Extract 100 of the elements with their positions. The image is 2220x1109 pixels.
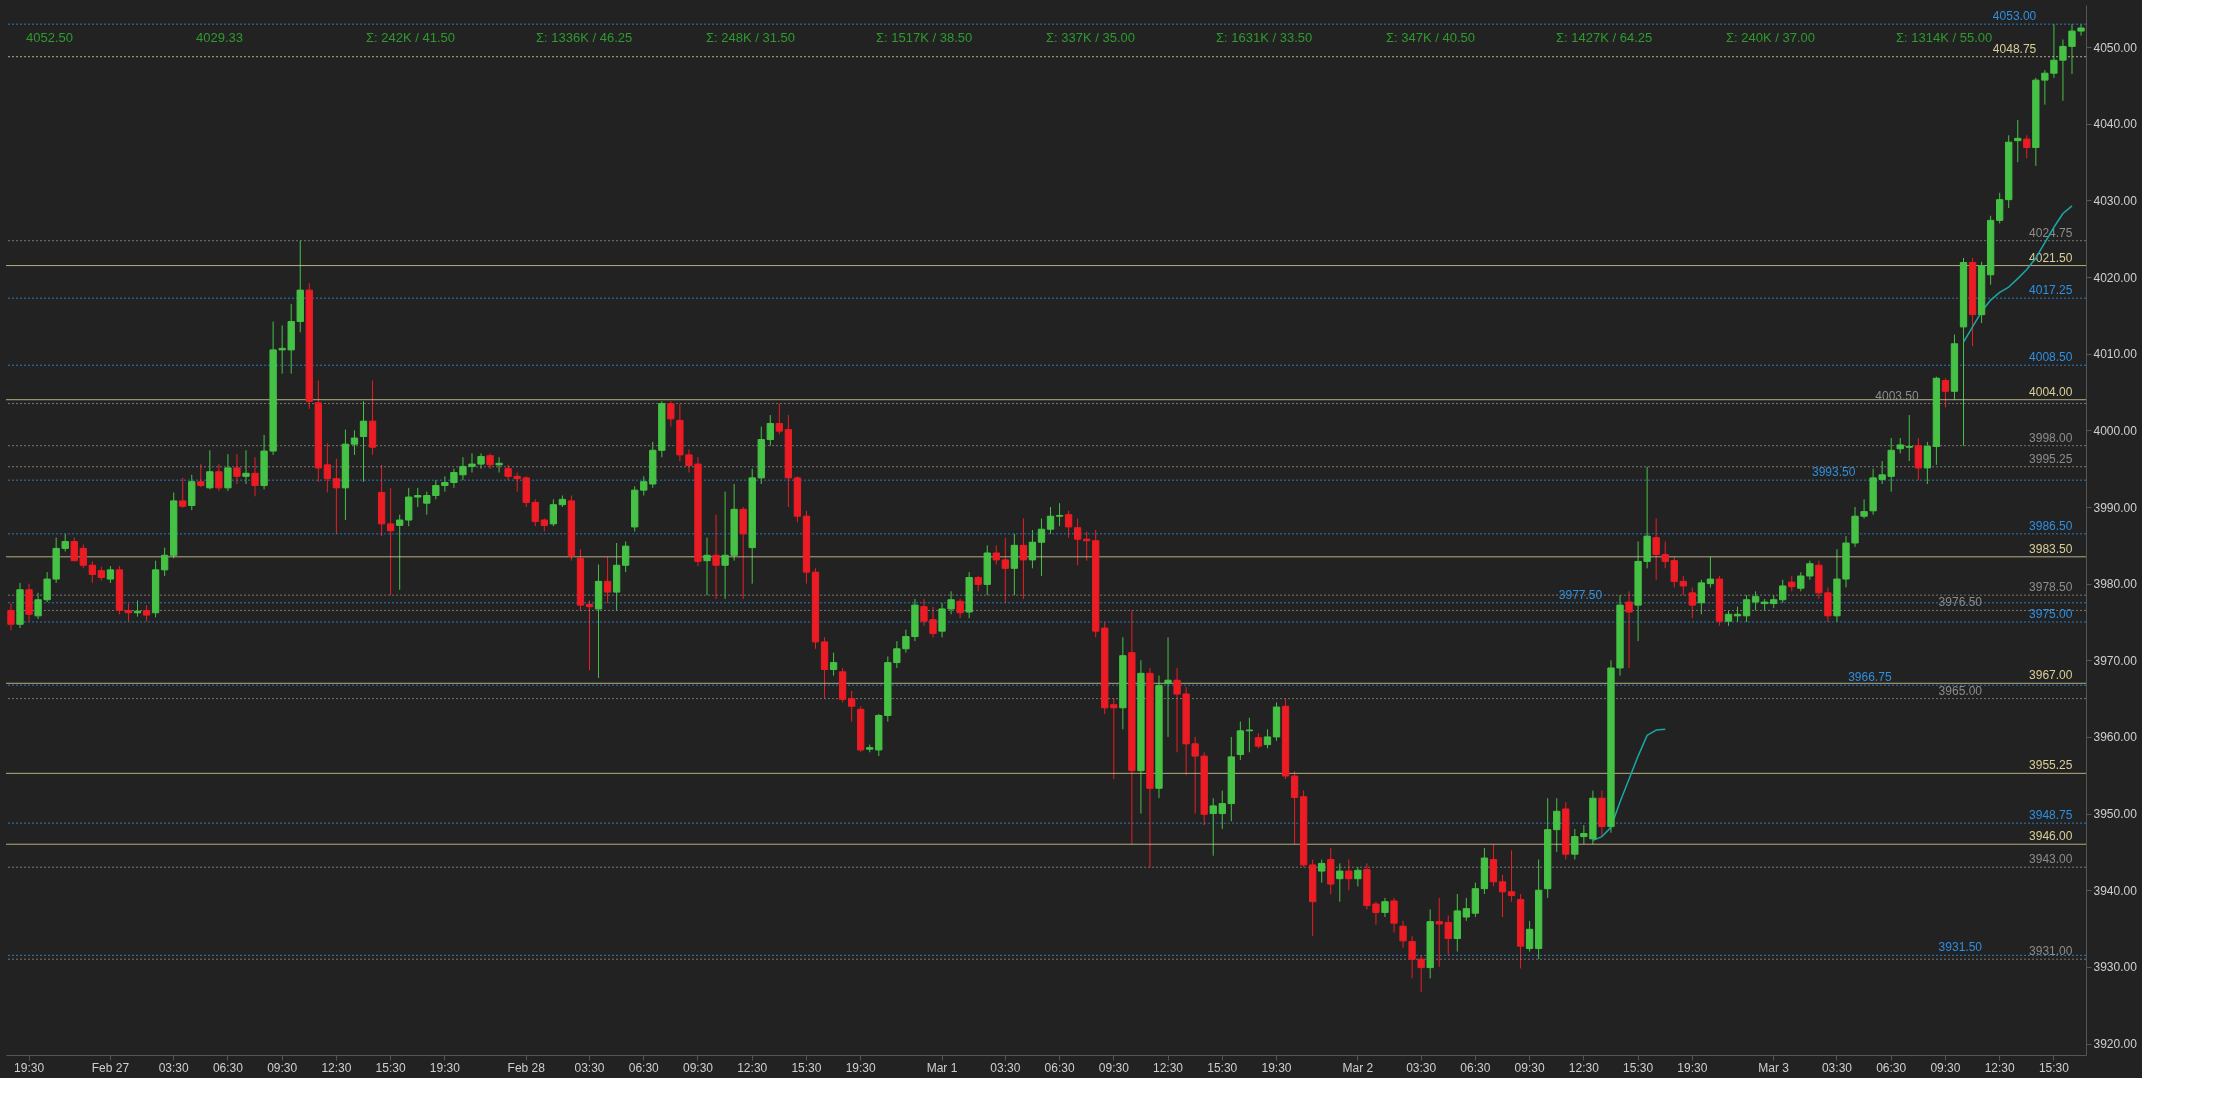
x-tick-label: 15:30 xyxy=(791,1060,822,1075)
ref-line-label: 3931.50 xyxy=(1938,940,1983,955)
candlestick xyxy=(1290,770,1299,845)
x-tick-label: Feb 28 xyxy=(507,1060,546,1075)
candlestick xyxy=(233,453,241,485)
y-tick-label: 3930.00 xyxy=(2093,960,2138,975)
y-tick-label: 4040.00 xyxy=(2093,117,2138,132)
candlestick xyxy=(847,690,856,723)
ref-line-label: 4004.00 xyxy=(2029,384,2073,399)
candlestick xyxy=(1073,518,1082,566)
y-tick-label: 3970.00 xyxy=(2093,653,2138,668)
x-tick-label: 06:30 xyxy=(212,1060,244,1075)
x-tick-label: 09:30 xyxy=(1514,1060,1545,1075)
annotation: Σ: 347K / 40.50 xyxy=(1386,30,1475,45)
annotation: Σ: 1336K / 46.25 xyxy=(536,30,633,45)
ref-line-label: 3976.50 xyxy=(1938,595,1983,610)
y-tick-label: 4020.00 xyxy=(2093,270,2138,285)
x-tick-label: Feb 27 xyxy=(91,1060,130,1075)
y-tick-label: 3940.00 xyxy=(2093,883,2138,898)
x-tick-label: 03:30 xyxy=(574,1060,605,1075)
candlestick xyxy=(242,449,250,485)
ref-line-label: 3965.00 xyxy=(1938,683,1983,698)
ref-line-label: 3995.25 xyxy=(2029,451,2073,466)
candlestick xyxy=(1996,192,2004,224)
candlestick xyxy=(549,498,558,527)
y-tick-label: 3920.00 xyxy=(2093,1037,2138,1051)
ref-line-label: 4053.00 xyxy=(1992,9,2037,24)
candlestick xyxy=(1923,441,1932,485)
candlestick xyxy=(1697,579,1706,615)
annotation: Σ: 248K / 31.50 xyxy=(706,30,795,45)
ref-line-label: 3998.00 xyxy=(2029,430,2073,445)
candlestick xyxy=(1318,859,1326,884)
ref-line-label: 4008.50 xyxy=(2029,350,2073,365)
x-tick-label: 12:30 xyxy=(737,1060,768,1075)
candlestick xyxy=(7,603,15,631)
candlestick xyxy=(160,547,169,577)
candlestick xyxy=(1706,556,1715,588)
ref-line-label: 3983.50 xyxy=(2029,541,2073,556)
candlestick xyxy=(1028,529,1037,569)
x-tick-label: 09:30 xyxy=(1930,1060,1961,1075)
candlestick xyxy=(1245,717,1254,753)
ref-line-label: 3946.00 xyxy=(2029,829,2073,844)
candlestick xyxy=(992,544,1000,565)
candlestick xyxy=(323,442,332,493)
x-tick-label: 15:30 xyxy=(1207,1060,1238,1075)
candlestick xyxy=(88,560,96,584)
candlestick xyxy=(206,449,214,490)
candlestick xyxy=(1914,437,1922,481)
x-tick-label: 19:30 xyxy=(429,1060,461,1075)
x-tick-label: 09:30 xyxy=(682,1060,714,1075)
candlestick xyxy=(1263,728,1272,749)
x-tick-label: 03:30 xyxy=(1821,1060,1853,1075)
x-tick-label: 06:30 xyxy=(1044,1060,1075,1075)
y-tick-label: 3950.00 xyxy=(2093,807,2138,822)
candlestick xyxy=(197,463,205,488)
line-series xyxy=(1592,728,1666,842)
candlestick xyxy=(603,556,612,604)
x-tick-label: 12:30 xyxy=(1568,1060,1600,1075)
ref-line-label: 3948.75 xyxy=(2029,808,2073,823)
candlestick xyxy=(1236,721,1245,761)
candlestick xyxy=(1064,510,1073,539)
x-tick-label: 03:30 xyxy=(1406,1060,1437,1075)
ref-line-label: 4048.75 xyxy=(1992,41,2037,56)
candlestick xyxy=(1688,586,1696,619)
candlestick xyxy=(585,600,594,671)
candlestick xyxy=(1019,518,1028,600)
candlestick xyxy=(1941,377,1950,408)
candlestick xyxy=(703,537,711,596)
annotation: Σ: 242K / 41.50 xyxy=(366,30,455,45)
candlestick xyxy=(1625,590,1633,669)
x-tick-label: 12:30 xyxy=(321,1060,352,1075)
candlestick xyxy=(251,456,259,497)
candlestick xyxy=(2023,134,2031,159)
ref-line-label: 3977.50 xyxy=(1558,587,1603,602)
candlestick xyxy=(712,514,720,600)
x-tick-label: 12:30 xyxy=(1153,1060,1184,1075)
x-tick-label: 12:30 xyxy=(1984,1060,2016,1075)
candlestick xyxy=(332,458,341,535)
y-tick-label: 3990.00 xyxy=(2093,500,2138,515)
candlestick xyxy=(1742,594,1751,623)
y-tick-label: 3980.00 xyxy=(2093,577,2138,592)
x-tick-label: 19:30 xyxy=(1261,1060,1292,1075)
annotation: 4052.50 xyxy=(26,30,73,45)
x-tick-label: 06:30 xyxy=(1876,1060,1907,1075)
ref-line-label: 3978.50 xyxy=(2029,580,2073,595)
candlestick xyxy=(179,477,187,509)
x-tick-label: 09:30 xyxy=(267,1060,298,1075)
candlestick xyxy=(495,456,503,474)
candlestick xyxy=(386,487,395,596)
candlestick xyxy=(1037,518,1046,577)
annotation: Σ: 1631K / 33.50 xyxy=(1216,30,1313,45)
candlestick xyxy=(1462,897,1470,922)
y-tick-label: 4000.00 xyxy=(2093,423,2138,438)
candlestick xyxy=(1498,874,1507,918)
ref-line-label: 3967.00 xyxy=(2029,668,2073,683)
annotation: Σ: 240K / 37.00 xyxy=(1726,30,1815,45)
x-tick-label: 15:30 xyxy=(2038,1060,2070,1075)
candlestick xyxy=(775,403,783,435)
annotation: 4029.33 xyxy=(196,30,243,45)
x-tick-label: 15:30 xyxy=(375,1060,406,1075)
